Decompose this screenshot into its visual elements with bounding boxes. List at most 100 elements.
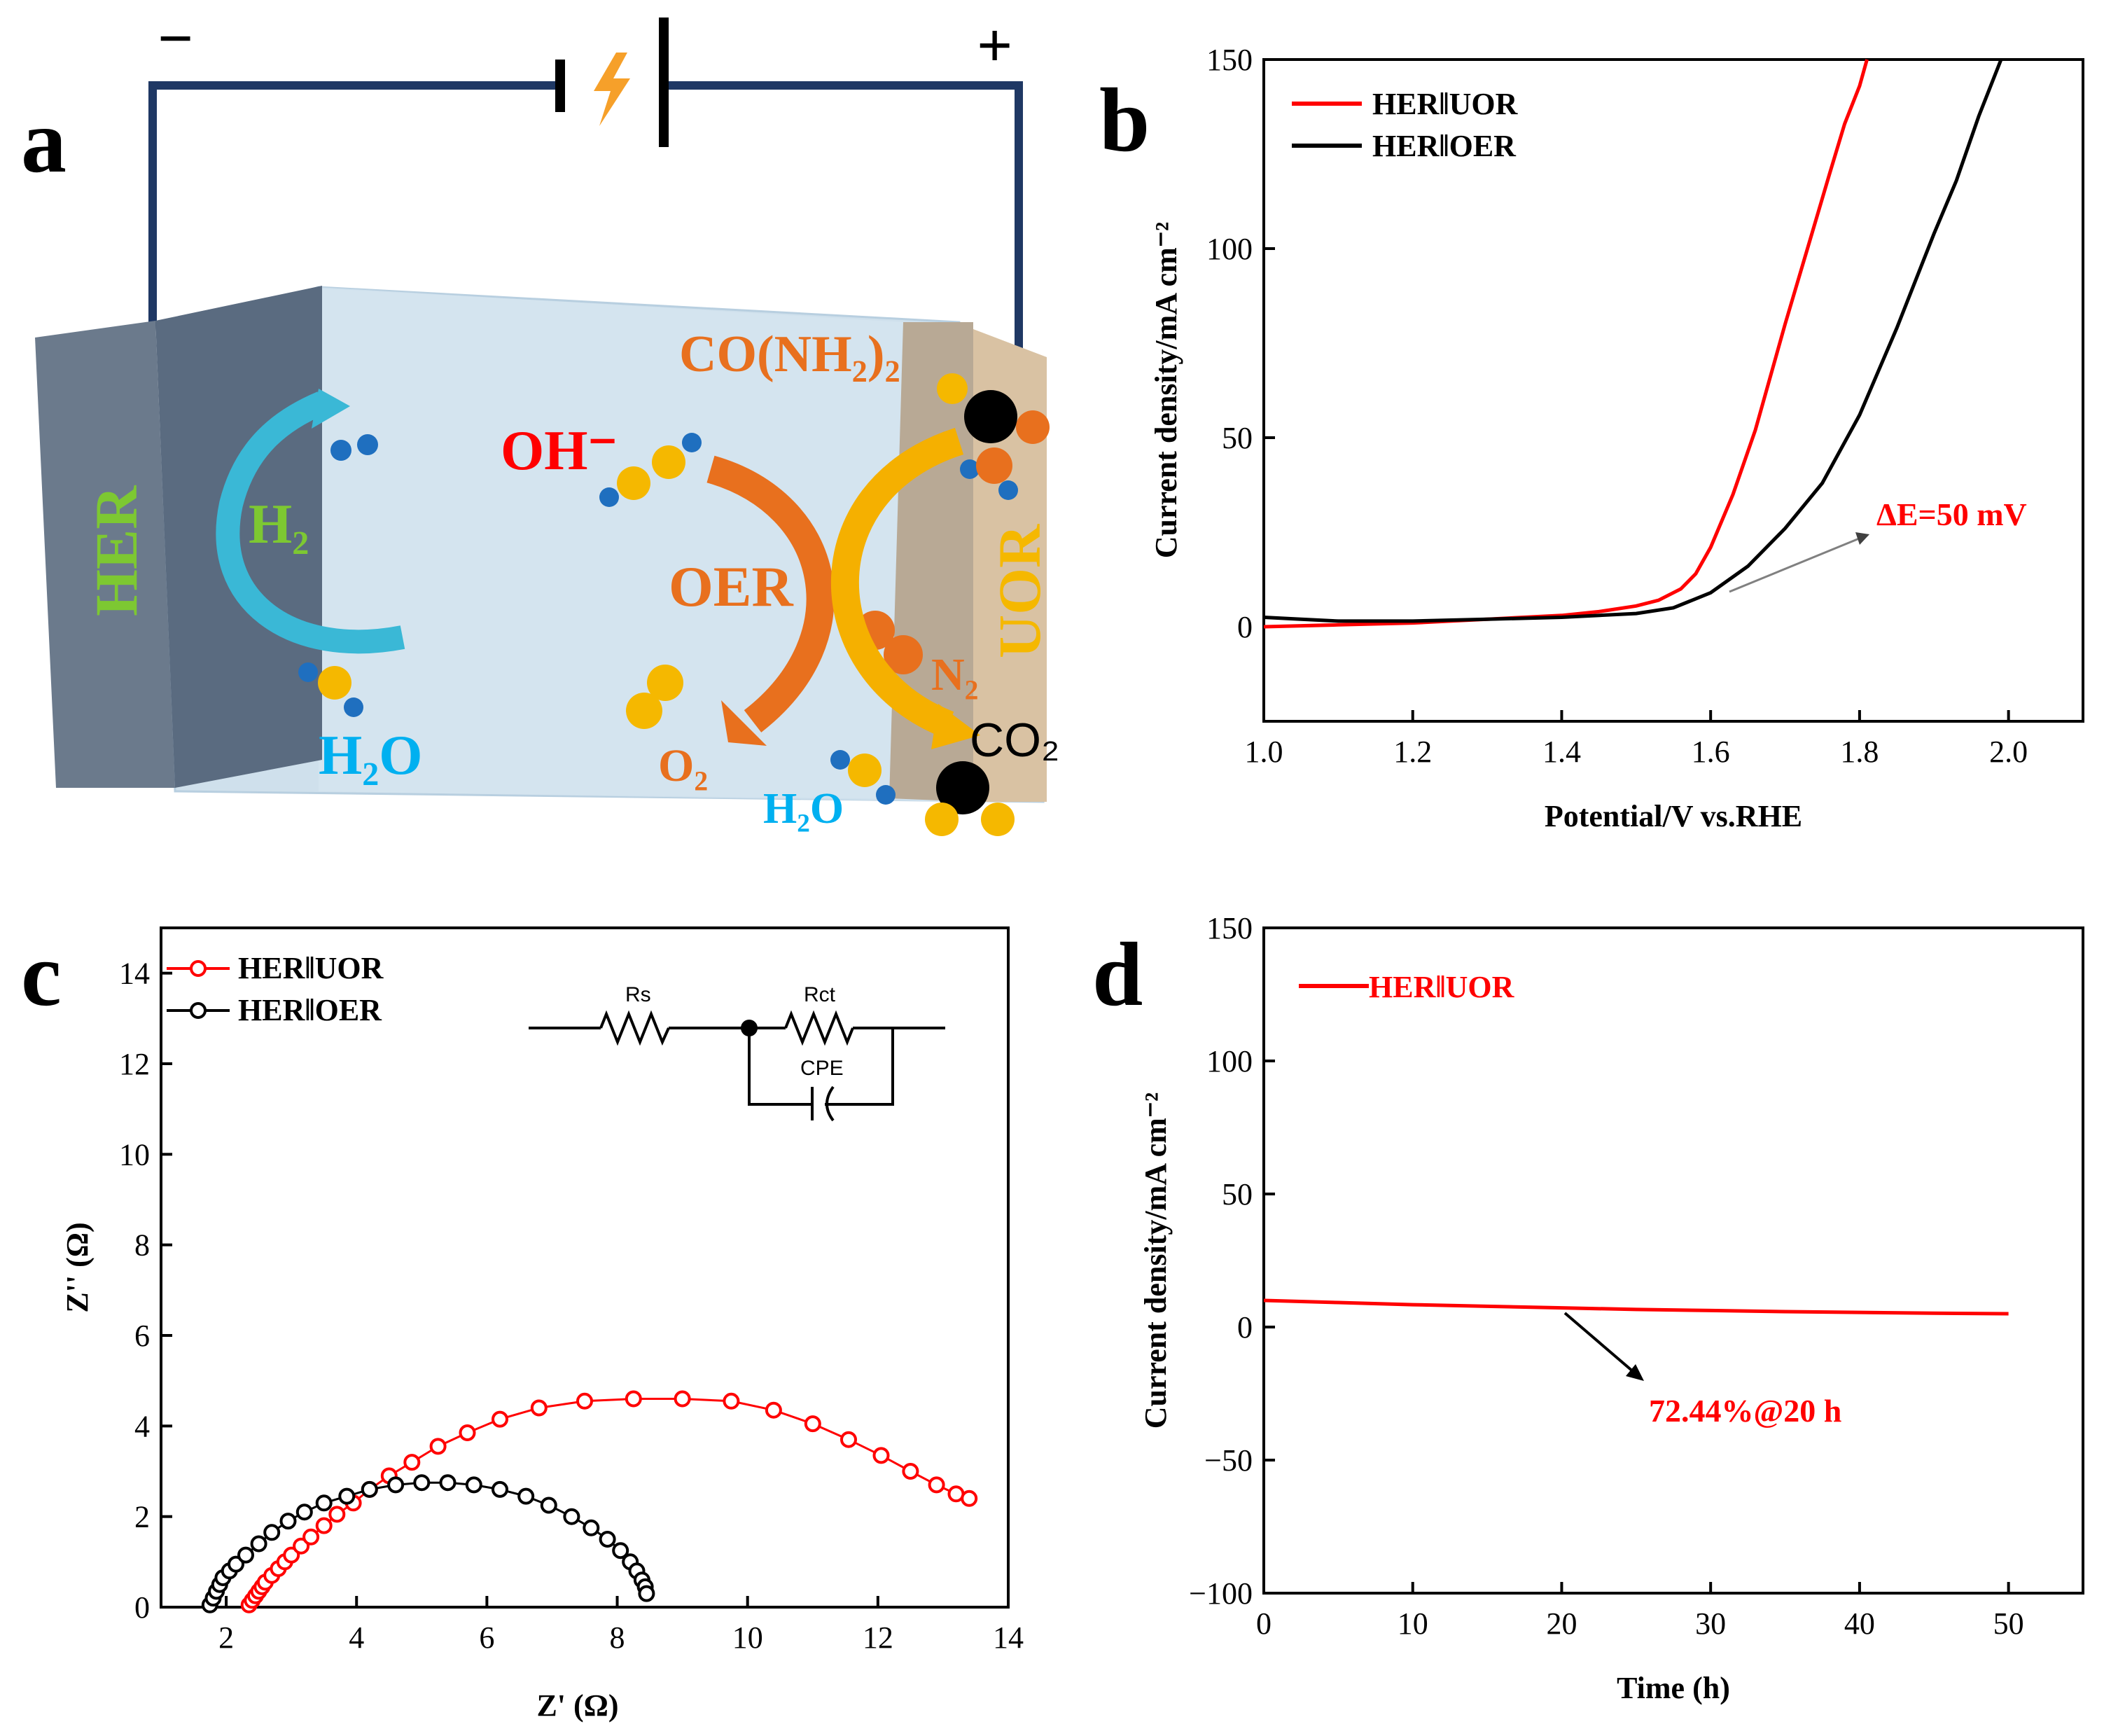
chart-d-series — [1263, 1298, 2009, 1316]
chart-b-ylabel: Current density/mA cm⁻² — [1149, 222, 1183, 558]
chart-c-xtick-label: 4 — [349, 1620, 364, 1655]
h2-arrow-head — [312, 389, 350, 429]
chart-c-point — [459, 1424, 476, 1441]
chart-d-ytick-label: 50 — [1222, 1177, 1253, 1211]
h2o-left-label: H₂O — [319, 725, 422, 786]
circuit-rct-label: Rct — [804, 983, 836, 1006]
chart-c-point — [540, 1497, 557, 1514]
h2-label: H₂ — [249, 494, 309, 555]
legend-marker-c-uor — [190, 960, 207, 977]
lightning-icon — [594, 53, 630, 126]
urea-label: CO(NH₂)₂ — [679, 326, 900, 383]
chart-d-xtick-label: 10 — [1398, 1606, 1428, 1641]
equivalent-circuit — [529, 1010, 945, 1122]
chart-c-point — [315, 1517, 333, 1534]
chart-c-series — [201, 1390, 978, 1613]
chart-c-point — [413, 1474, 431, 1492]
h2o-right-label: H₂O — [763, 785, 844, 833]
panel-b-label: b — [1099, 70, 1150, 171]
plus-sign: + — [977, 11, 1012, 81]
legend-label-c-oer: HER‖OER — [238, 993, 382, 1027]
chart-d-xtick-label: 50 — [1993, 1606, 2024, 1641]
chart-b-frame — [1262, 58, 2084, 723]
chart-d-ytick-label: −100 — [1189, 1576, 1253, 1611]
chart-c-point — [429, 1438, 447, 1455]
chart-c-point — [250, 1535, 267, 1553]
panel-b: b 1.0 1.2 1.4 1.6 1.8 2.0 0 50 100 150 HER‖UOR HE… — [1099, 43, 2084, 833]
chart-c-point — [263, 1524, 281, 1541]
chart-c-point — [403, 1454, 421, 1471]
chart-c-point — [765, 1401, 782, 1419]
chart-b-series-line-1 — [1263, 59, 2003, 623]
chart-d-frame — [1262, 926, 2084, 1595]
chart-d-ylabel: Current density/mA cm⁻² — [1138, 1092, 1173, 1429]
chart-d-xtick-label: 20 — [1546, 1606, 1577, 1641]
legend-label-d-uor: HER‖UOR — [1369, 970, 1515, 1004]
chart-d-ytick-label: −50 — [1204, 1443, 1253, 1478]
chart-c-ytick-label: 8 — [134, 1228, 150, 1263]
circuit-wire — [148, 81, 1023, 357]
chart-c-ytick-label: 14 — [119, 957, 150, 991]
chart-d-xtick-label: 0 — [1256, 1606, 1272, 1641]
chart-c-point — [328, 1506, 346, 1523]
chart-d-ytick-label: 0 — [1237, 1310, 1253, 1345]
chart-c-point — [530, 1399, 548, 1417]
chart-b-ytick-label: 0 — [1237, 610, 1253, 644]
chart-c-point — [465, 1476, 482, 1494]
chart-c-series-line-1 — [209, 1481, 648, 1606]
chart-c-point — [804, 1415, 821, 1433]
chart-c-point — [723, 1392, 740, 1410]
chart-d-ytick-label: 100 — [1206, 1044, 1253, 1078]
chart-b-xlabel: Potential/V vs.RHE — [1545, 799, 1802, 833]
panel-d: d 0 10 20 30 40 50 −100 −50 0 50 100 150 HER‖UOR 72… — [1092, 911, 2084, 1705]
chart-d-ytick-label: 150 — [1206, 911, 1253, 945]
chart-b-xtick-label: 1.6 — [1692, 735, 1730, 769]
chart-c-point — [338, 1487, 356, 1505]
chart-c-xtick-label: 8 — [610, 1620, 625, 1655]
chart-c-point — [279, 1513, 297, 1530]
chart-b-series — [1263, 59, 2003, 629]
chart-c-point — [361, 1480, 378, 1498]
chart-c-ytick-label: 4 — [134, 1409, 150, 1443]
retention-arrow-head — [1626, 1364, 1644, 1381]
retention-arrow — [1563, 1312, 1640, 1377]
chart-c-legend: HER‖UOR HER‖OER — [167, 951, 384, 1027]
chart-c-point — [228, 1555, 244, 1573]
chart-c-point — [928, 1476, 945, 1494]
her-electrode-front — [35, 321, 175, 788]
chart-c-xtick-label: 2 — [218, 1620, 234, 1655]
molecules — [298, 373, 1050, 836]
chart-c-ytick-label: 12 — [119, 1047, 150, 1081]
chart-c-xtick-label: 10 — [732, 1620, 763, 1655]
chart-b-ytick-label: 50 — [1222, 421, 1253, 455]
chart-c-point — [492, 1480, 508, 1498]
chart-c-point — [638, 1585, 655, 1602]
chart-c-point — [302, 1528, 320, 1546]
chart-d-xlabel: Time (h) — [1617, 1671, 1730, 1705]
legend-marker-c-oer — [190, 1002, 207, 1019]
uor-label: UOR — [986, 524, 1053, 658]
legend-label-b-uor: HER‖UOR — [1372, 87, 1519, 121]
oer-arrow-head — [721, 700, 767, 746]
panel-a-label: a — [21, 91, 67, 192]
circuit-rs-label: Rs — [625, 983, 651, 1006]
uor-electrode-front — [973, 329, 1047, 802]
chart-b-ytick-label: 100 — [1206, 232, 1253, 266]
panel-c-label: c — [21, 924, 62, 1025]
chart-d-series-line-0 — [1263, 1298, 2009, 1316]
chart-c-point — [872, 1447, 890, 1464]
chart-d-legend: HER‖UOR — [1299, 970, 1515, 1004]
chart-c-point — [625, 1390, 642, 1408]
legend-label-c-uor: HER‖UOR — [238, 951, 384, 985]
chart-c-frame — [160, 926, 1010, 1609]
chart-c-ticks: 2 4 6 8 10 12 14 0 2 4 6 8 10 12 14 — [119, 957, 1024, 1655]
delta-e-arrow — [1729, 534, 1867, 593]
chart-c-point — [237, 1546, 254, 1564]
chart-c-point — [599, 1531, 616, 1548]
chart-b-ticks: 1.0 1.2 1.4 1.6 1.8 2.0 0 50 100 150 — [1206, 43, 2028, 769]
chart-c-point — [315, 1494, 333, 1512]
chart-d-xtick-label: 40 — [1844, 1606, 1875, 1641]
chart-c-point — [961, 1490, 978, 1507]
chart-d-ticks: 0 10 20 30 40 50 −100 −50 0 50 100 150 — [1189, 911, 2023, 1641]
chart-c-ytick-label: 2 — [134, 1500, 150, 1534]
